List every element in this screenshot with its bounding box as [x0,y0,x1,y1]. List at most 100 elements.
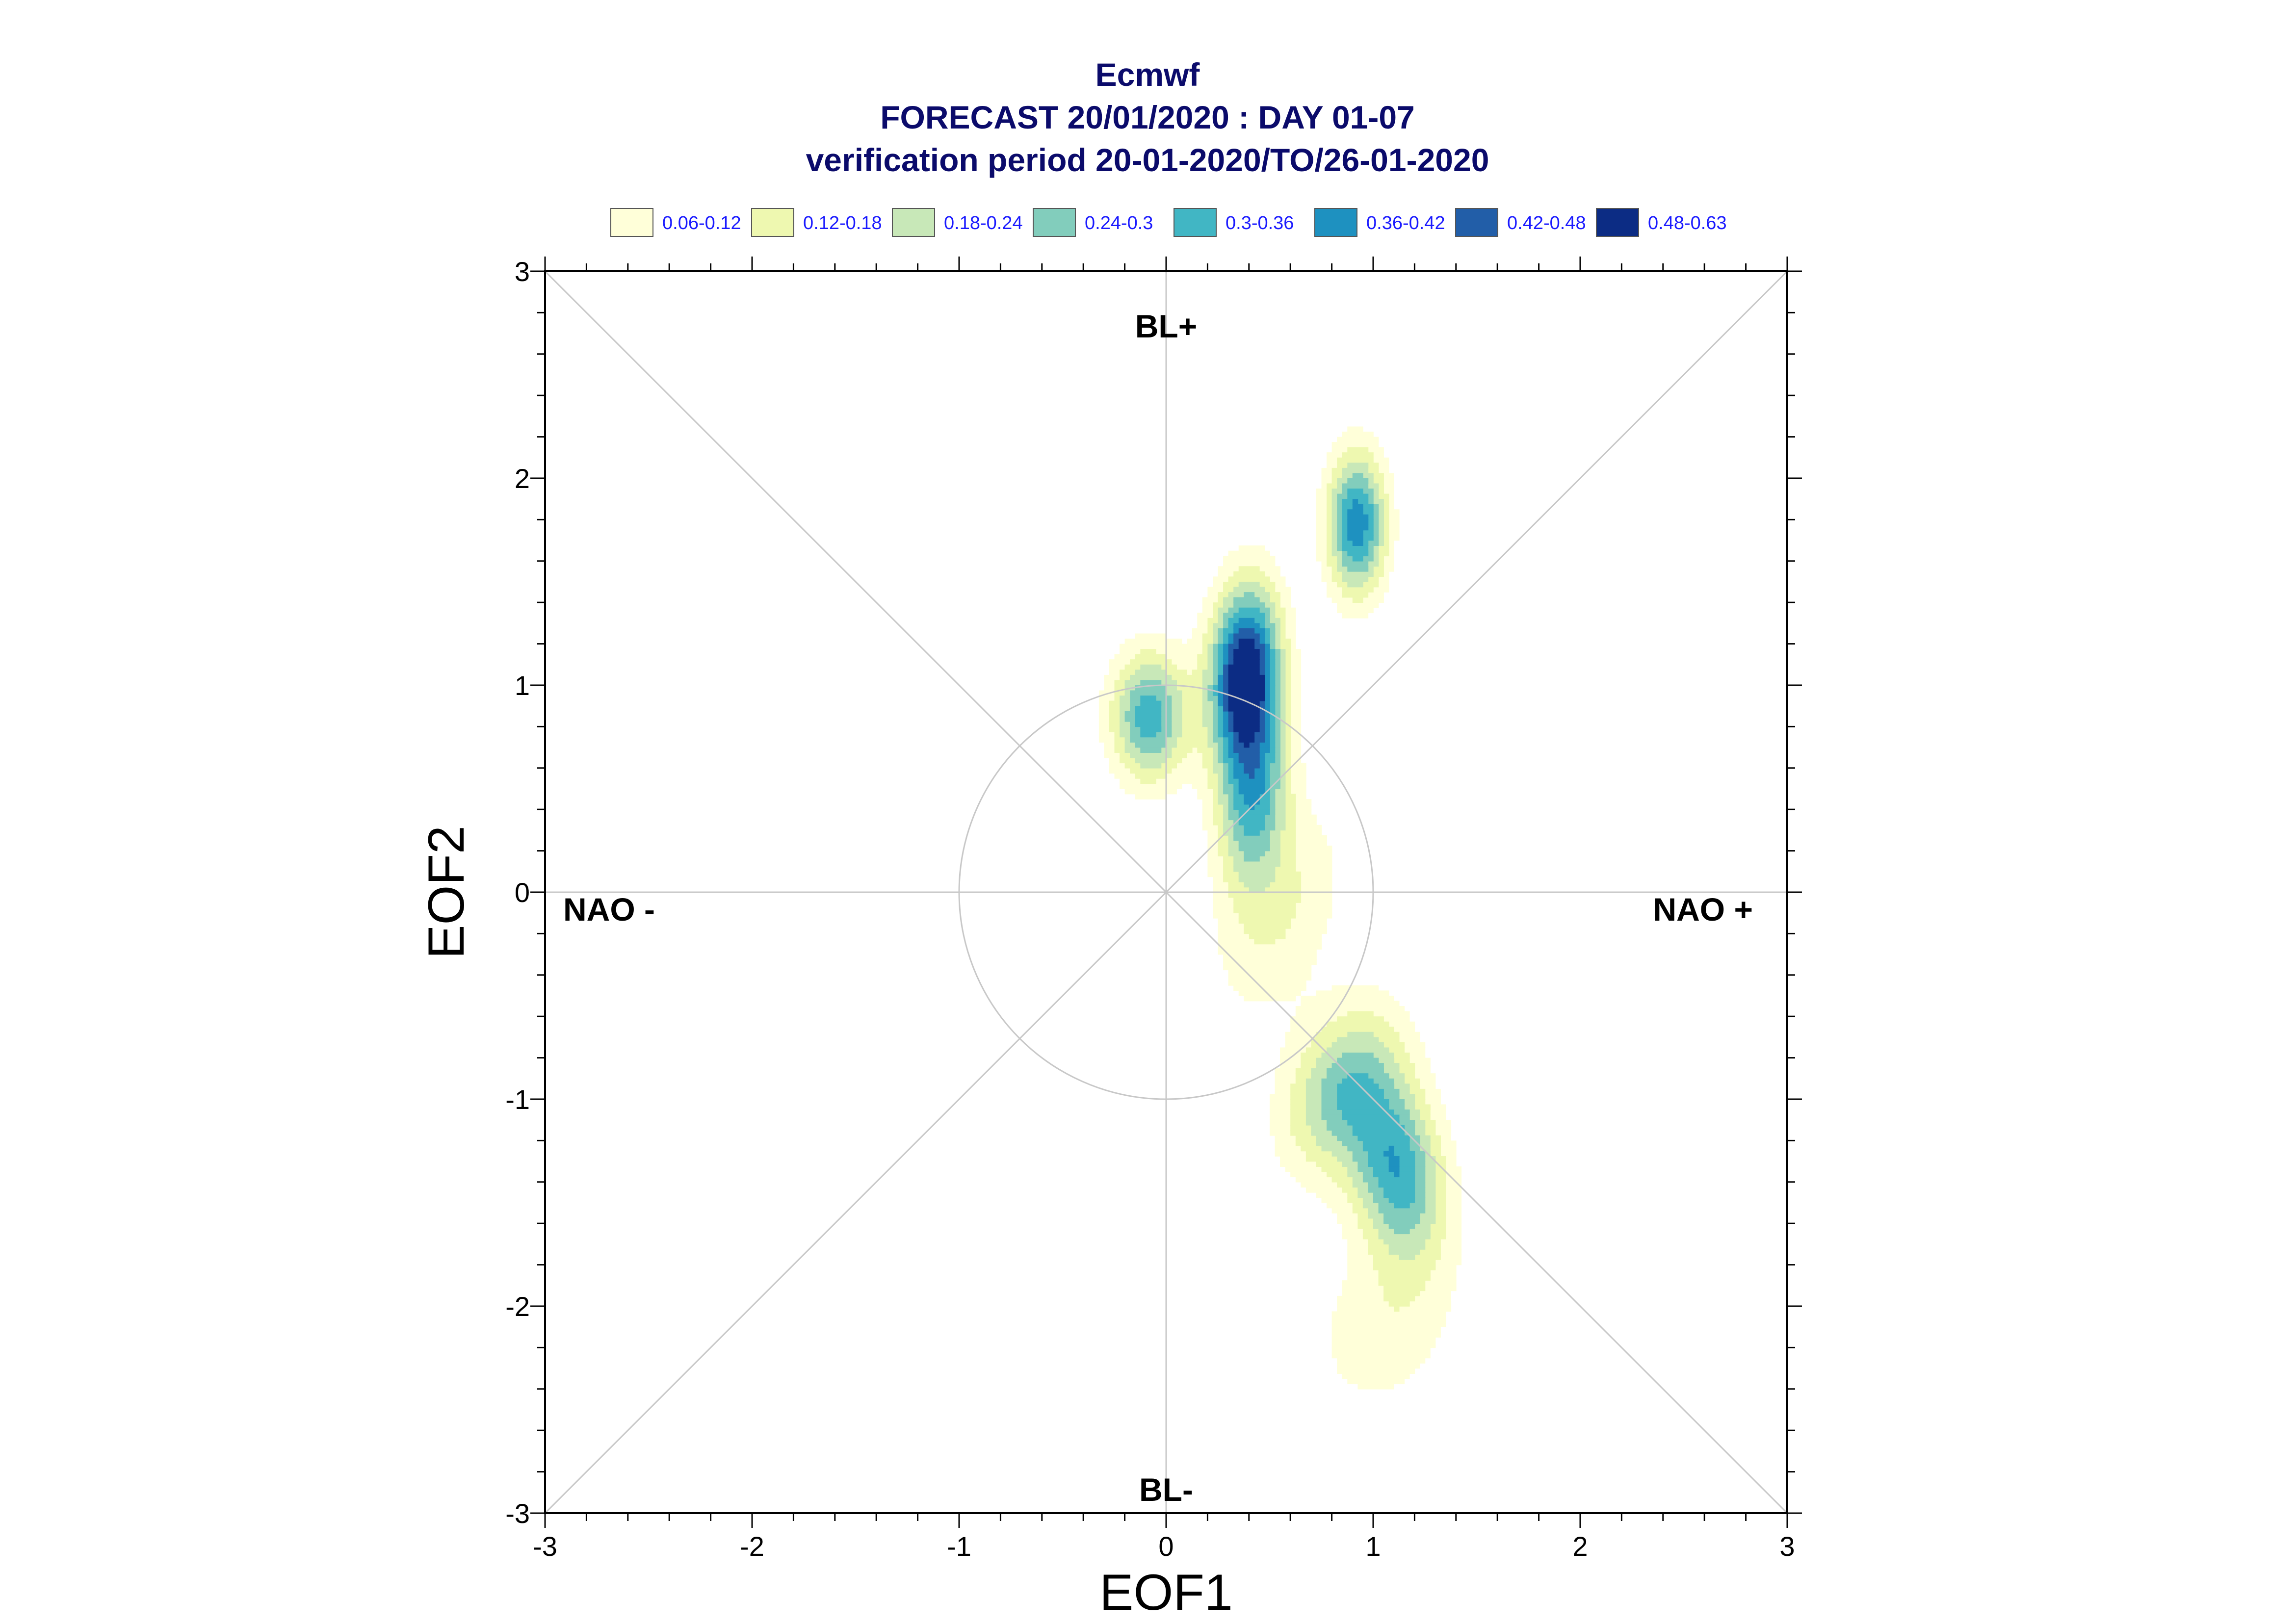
density-cell [1223,825,1234,831]
density-cell [1166,670,1187,675]
density-cell [1388,1047,1405,1053]
density-cell [1388,524,1400,531]
density-cell [1383,489,1394,494]
density-cell [1316,524,1327,531]
density-cell [1347,519,1369,525]
density-cell [1259,742,1270,748]
density-cell [1259,794,1270,799]
density-cell [1378,1203,1395,1209]
density-cell [1238,778,1265,784]
density-cell [1218,670,1224,675]
density-cell [1223,752,1229,758]
density-cell [1244,928,1286,934]
density-cell [1238,913,1296,919]
density-cell [1342,576,1369,582]
density-cell [1135,721,1162,727]
density-cell [1327,1021,1389,1028]
density-cell [1264,571,1280,577]
density-cell [1352,1156,1369,1162]
density-cell [1155,696,1172,701]
density-cell [1202,757,1213,764]
density-cell [1109,721,1120,727]
density-cell [1290,685,1302,691]
density-cell [1238,566,1260,572]
density-cell [1223,628,1234,634]
density-cell [1327,1073,1348,1079]
density-cell [1373,478,1384,484]
density-cell [1275,696,1280,701]
density-cell [1270,685,1276,691]
density-cell [1321,478,1332,484]
density-cell [1280,706,1286,712]
density-cell [1233,907,1296,913]
density-cell [1331,550,1343,557]
density-cell [1109,706,1120,712]
density-cell [1290,716,1302,722]
density-cell [1213,814,1224,821]
density-cell [1098,737,1115,743]
density-cell [1337,1135,1358,1141]
density-cell [1404,1104,1415,1110]
density-cell [1249,742,1260,748]
density-cell [1218,639,1224,644]
density-cell [1223,690,1229,696]
density-cell [1197,623,1208,629]
density-cell [1362,530,1374,536]
density-cell [1213,623,1224,629]
density-cell [1254,592,1270,598]
density-cell [1373,1011,1410,1017]
density-cell [1238,783,1265,789]
density-cell [1218,654,1224,660]
density-cell [1373,499,1384,505]
density-cell [1337,1182,1353,1188]
density-cell [1135,654,1167,660]
density-cell [1321,566,1332,572]
density-cell [1280,639,1291,644]
density-cell [1275,659,1280,665]
density-cell [1228,721,1234,727]
density-cell [1120,644,1203,649]
density-cell [1409,1109,1420,1115]
legend-label: 0.24-0.3 [1085,213,1153,233]
density-cell [1264,825,1276,831]
density-cell [1331,514,1337,520]
legend-label: 0.06-0.12 [662,213,741,233]
density-cell [1419,1114,1431,1120]
density-cell [1120,731,1130,738]
density-cell [1259,752,1265,758]
density-cell [1327,1068,1384,1074]
density-cell [1285,654,1291,660]
density-cell [1124,690,1130,696]
density-cell [1228,550,1270,557]
density-cell [1264,851,1280,856]
density-cell [1331,1208,1353,1213]
density-cell [1419,1218,1436,1224]
density-cell [1275,623,1280,629]
density-cell [1399,1166,1415,1172]
density-cell [1316,514,1327,520]
density-cell [1228,680,1265,686]
density-cell [1218,680,1224,686]
density-cell [1223,773,1229,779]
density-cell [1378,535,1384,541]
density-cell [1124,747,1141,753]
density-cell [1270,804,1276,810]
density-cell [1425,1161,1436,1167]
density-cell [1104,747,1115,753]
density-cell [1440,1135,1451,1141]
density-cell [1295,1078,1306,1084]
density-cell [1244,881,1270,888]
density-cell [1202,716,1213,722]
density-cell [1290,696,1302,701]
density-cell [1435,1197,1446,1203]
density-cell [1207,696,1219,701]
density-cell [1264,887,1302,893]
density-cell [1388,1104,1405,1110]
density-cell [1254,639,1260,644]
density-cell [1425,1171,1436,1178]
density-cell [1290,726,1302,732]
density-cell [1275,789,1286,795]
density-cell [1223,737,1229,743]
legend-item: 0.42-0.48 [1455,208,1586,237]
density-cell [1223,789,1234,795]
